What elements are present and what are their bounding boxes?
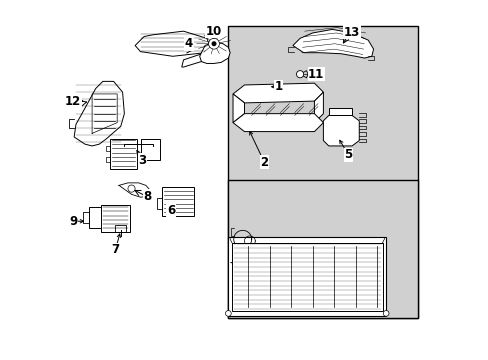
Polygon shape (228, 237, 386, 316)
Polygon shape (233, 83, 323, 103)
Text: 6: 6 (166, 204, 175, 217)
Text: 12: 12 (65, 95, 81, 108)
Bar (110, 139, 137, 169)
Circle shape (296, 71, 303, 78)
Polygon shape (314, 92, 323, 123)
Circle shape (208, 39, 219, 49)
Bar (231, 243, 382, 311)
Text: 3: 3 (138, 154, 146, 167)
Bar (228, 180, 418, 318)
Polygon shape (328, 108, 351, 116)
Polygon shape (233, 94, 244, 123)
Circle shape (383, 311, 388, 316)
Polygon shape (233, 114, 323, 132)
Bar (228, 26, 418, 318)
Bar (88, 207, 108, 228)
Circle shape (225, 311, 231, 316)
Text: 5: 5 (344, 148, 352, 161)
Polygon shape (182, 47, 210, 67)
Polygon shape (74, 81, 124, 146)
Circle shape (128, 185, 135, 192)
Circle shape (212, 42, 215, 45)
Text: 9: 9 (69, 215, 77, 228)
Text: 2: 2 (260, 156, 268, 168)
Text: 7: 7 (111, 243, 119, 256)
Bar (162, 187, 194, 216)
Text: 1: 1 (274, 80, 282, 93)
Polygon shape (199, 42, 230, 63)
Text: 8: 8 (143, 190, 151, 203)
Text: 13: 13 (343, 26, 360, 39)
Bar (101, 205, 129, 232)
Polygon shape (323, 116, 359, 146)
Bar (140, 139, 160, 160)
Text: 4: 4 (184, 37, 193, 50)
Polygon shape (292, 30, 373, 58)
Polygon shape (135, 31, 210, 56)
Text: 11: 11 (307, 68, 324, 81)
Text: 10: 10 (205, 25, 222, 38)
